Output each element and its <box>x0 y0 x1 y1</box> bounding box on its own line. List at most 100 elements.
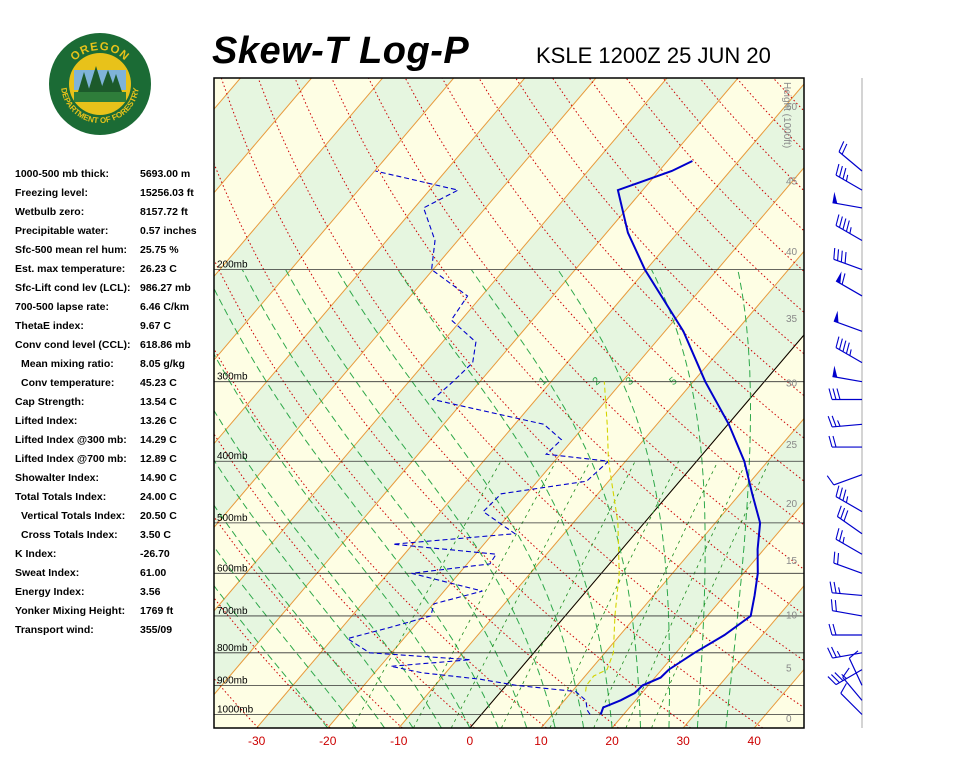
mixing-ratio-line <box>549 461 680 728</box>
tree-icon <box>88 66 104 92</box>
dry-adiabat <box>214 515 403 728</box>
wind-barb <box>835 528 863 555</box>
stat-row: Total Totals Index: 24.00 C <box>15 491 215 510</box>
moist-adiabat <box>285 269 556 728</box>
isotherm-line <box>327 166 804 728</box>
isotherm-line <box>214 78 384 278</box>
stat-row: Precipitable water: 0.57 inches <box>15 225 215 244</box>
stat-value: 14.29 C <box>140 434 177 446</box>
mixing-ratio-line <box>593 461 719 728</box>
isotherm-band <box>896 78 960 728</box>
moist-adiabat <box>397 269 613 728</box>
stat-row: Est. max temperature: 26.23 C <box>15 263 215 282</box>
wind-barb <box>828 623 862 636</box>
stat-row: Sfc-500 mean rel hum: 25.75 % <box>15 244 215 263</box>
moist-adiabat <box>214 459 414 728</box>
stat-label: Lifted Index: <box>15 415 78 427</box>
isotherm-line <box>214 78 241 110</box>
dry-adiabat <box>847 78 960 728</box>
wind-barb <box>836 505 863 535</box>
wind-barb <box>835 214 863 242</box>
moist-adiabat <box>214 353 471 728</box>
stat-value: 3.50 C <box>140 529 171 541</box>
dewpoint-profile <box>346 170 610 715</box>
height-tick-label: 40 <box>786 247 798 258</box>
dry-adiabat <box>331 78 804 616</box>
wind-barb <box>830 599 863 617</box>
stat-row: Lifted Index: 13.26 C <box>15 415 215 434</box>
isotherm-line <box>611 501 804 728</box>
stat-row: Yonker Mixing Height: 1769 ft <box>15 605 215 624</box>
wind-barb <box>827 669 863 686</box>
pressure-label: 300mb <box>217 372 248 383</box>
stat-row: Freezing level: 15256.03 ft <box>15 187 215 206</box>
wind-barb <box>833 247 863 271</box>
dry-adiabat <box>294 78 804 662</box>
freezing-isotherm <box>469 334 804 728</box>
stat-row: Cap Strength: 13.54 C <box>15 396 215 415</box>
x-tick-label: 30 <box>676 734 690 748</box>
isotherm-line <box>214 78 597 529</box>
stat-value: 14.90 C <box>140 472 177 484</box>
height-tick-label: 30 <box>786 379 798 390</box>
x-tick-label: -20 <box>319 734 337 748</box>
stat-label: Showalter Index: <box>15 472 100 484</box>
stat-value: 61.00 <box>140 567 167 579</box>
stat-row: Lifted Index @300 mb: 14.29 C <box>15 434 215 453</box>
stat-label: ThetaE index: <box>15 320 84 332</box>
isotherm-line <box>214 78 455 361</box>
station-time-label: KSLE 1200Z 25 JUN 20 <box>536 43 771 68</box>
stat-row: Showalter Index: 14.90 C <box>15 472 215 491</box>
isotherm-line <box>0 78 98 728</box>
dry-adiabat <box>810 78 960 728</box>
moist-adiabat <box>214 545 357 728</box>
stat-value: 15256.03 ft <box>140 187 194 199</box>
wind-barb <box>827 646 863 659</box>
stat-value: 13.54 C <box>140 396 177 408</box>
dry-adiabat <box>214 162 691 728</box>
stat-label: Sfc-500 mean rel hum: <box>15 244 128 256</box>
moist-adiabat <box>214 287 499 728</box>
height-tick-label: 50 <box>786 102 798 113</box>
pressure-label: 700mb <box>217 606 248 617</box>
stat-value: 1769 ft <box>140 605 174 617</box>
stat-row: Conv temperature: 45.23 C <box>15 377 215 396</box>
isotherm-line <box>825 78 960 728</box>
stat-label: Mean mixing ratio: <box>21 358 114 370</box>
stat-row: ThetaE index: 9.67 C <box>15 320 215 339</box>
stat-value: 618.86 mb <box>140 339 191 351</box>
stat-label: Energy Index: <box>15 586 85 598</box>
isotherm-line <box>214 78 739 696</box>
stat-value: 986.27 mb <box>140 282 191 294</box>
moist-adiabat <box>336 269 585 728</box>
height-axis-title: Height (1000ft) <box>781 82 792 148</box>
isotherm-line <box>540 417 804 728</box>
isotherm-band <box>0 78 169 728</box>
isotherm-line <box>896 78 960 728</box>
wind-barb <box>826 474 863 486</box>
stat-label: Total Totals Index: <box>15 491 107 503</box>
mixing-ratio-line <box>651 461 770 728</box>
isotherm-line <box>214 78 668 612</box>
dry-adiabat <box>214 677 259 728</box>
stat-row: Sweat Index: 61.00 <box>15 567 215 586</box>
moist-adiabat <box>214 504 386 728</box>
stat-value: 25.75 % <box>140 244 179 256</box>
wind-barb <box>848 650 863 686</box>
isotherm-line <box>398 250 804 728</box>
stat-value: 8157.72 ft <box>140 206 188 218</box>
isotherm-line <box>0 78 169 728</box>
stability-indices-panel: 1000-500 mb thick: 5693.00 m Freezing leve… <box>15 168 215 643</box>
moist-adiabat <box>725 269 751 728</box>
stat-label: Est. max temperature: <box>15 263 126 275</box>
height-tick-label: 20 <box>786 499 798 510</box>
height-tick-label: 45 <box>786 176 798 187</box>
dry-adiabat <box>552 78 804 355</box>
stat-row: Wetbulb zero: 8157.72 ft <box>15 206 215 225</box>
moist-adiabat <box>557 269 671 728</box>
stat-label: Wetbulb zero: <box>15 206 85 218</box>
isotherm-band <box>825 78 960 728</box>
x-tick-label: 0 <box>467 734 474 748</box>
wind-barb <box>835 271 863 297</box>
